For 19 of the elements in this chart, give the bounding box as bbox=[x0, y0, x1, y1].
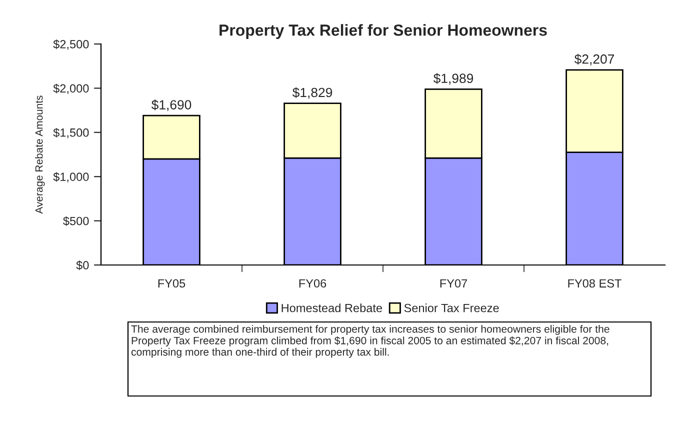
y-axis-title: Average Rebate Amounts bbox=[35, 96, 45, 214]
total-label: $1,989 bbox=[433, 73, 474, 85]
y-tick-label: $2,500 bbox=[53, 40, 89, 50]
text: The average combined reimbursement for property tax increases to senior homeowners eligible for the Property Tax Freeze program climbed from $1,690 in fiscal 2005 to an estimated $2,207 in fiscal 2008, comprising more than one-third of their property tax bill. bbox=[131, 325, 610, 358]
total-label: $1,829 bbox=[292, 87, 332, 99]
chart-title: Property Tax Relief for Senior Homeowners bbox=[220, 24, 547, 39]
x-tick-label: FY08 EST bbox=[568, 279, 622, 288]
total-label: $2,207 bbox=[574, 54, 614, 66]
y-tick-label: $0 bbox=[76, 260, 89, 270]
y-tick-label: $2,000 bbox=[53, 84, 89, 94]
legend-label: Senior Tax Freeze bbox=[404, 304, 499, 312]
x-tick-label: FY07 bbox=[440, 279, 468, 288]
legend-label: Homestead Rebate bbox=[282, 304, 382, 312]
y-tick-label: $1,000 bbox=[53, 172, 89, 182]
x-tick-label: FY05 bbox=[158, 279, 186, 288]
y-tick-label: $500 bbox=[63, 216, 89, 226]
total-label: $1,690 bbox=[151, 100, 192, 112]
x-tick-label: FY06 bbox=[299, 279, 326, 288]
y-tick-label: $1,500 bbox=[53, 128, 89, 138]
